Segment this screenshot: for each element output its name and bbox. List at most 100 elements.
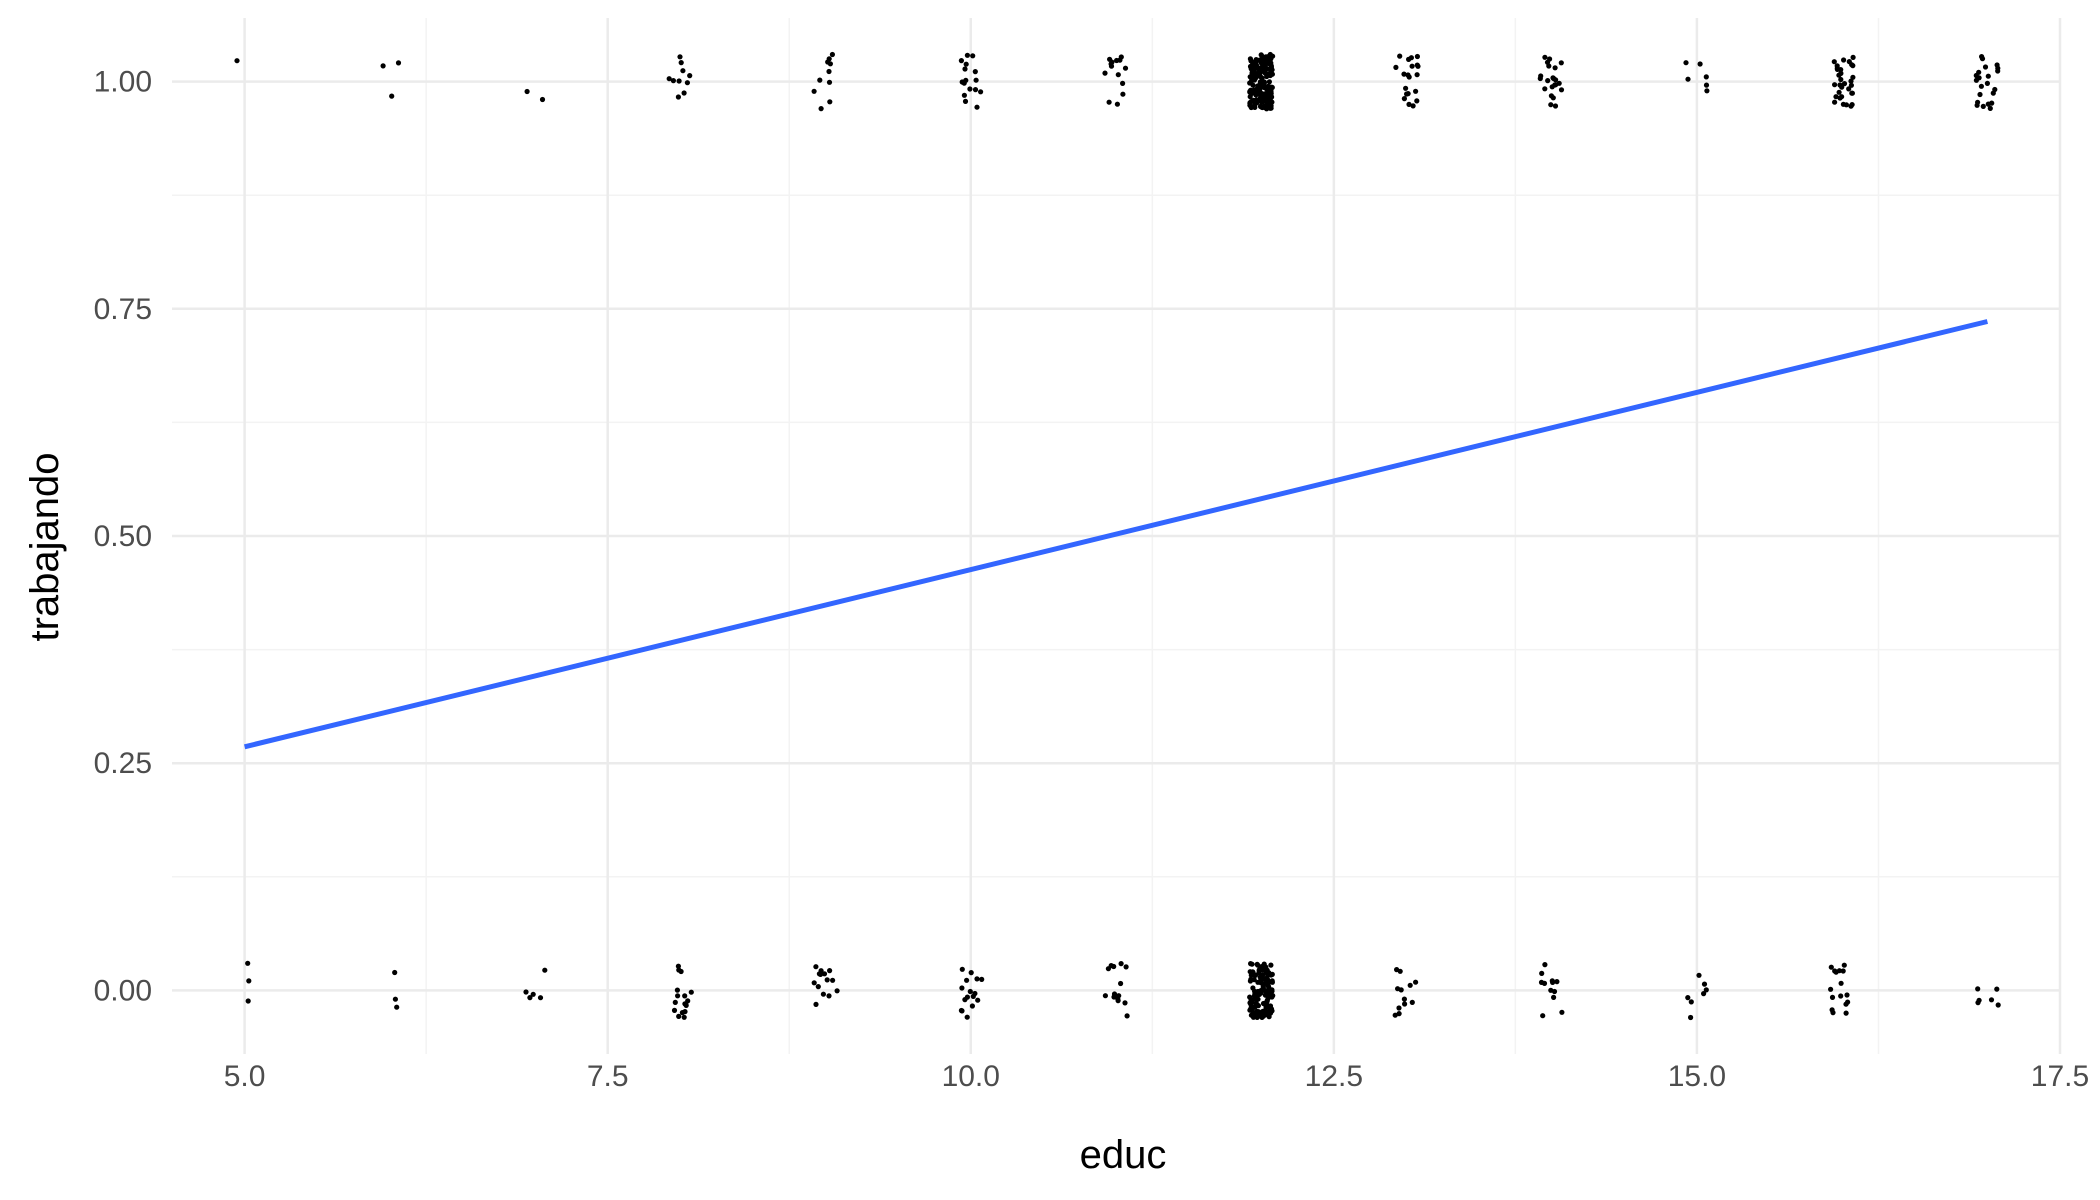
data-point [968, 970, 974, 976]
data-point [970, 53, 976, 59]
y-tick-label: 1.00 [94, 66, 152, 99]
data-point [1251, 89, 1257, 95]
data-point [1263, 989, 1269, 995]
data-point [1836, 968, 1842, 974]
data-point [974, 976, 980, 982]
data-point [527, 995, 533, 1001]
data-point [827, 99, 833, 105]
data-point [523, 989, 529, 995]
data-point [1403, 85, 1409, 91]
data-points [234, 51, 2001, 1021]
data-point [1256, 1009, 1262, 1015]
data-point [1123, 964, 1129, 970]
data-point [1979, 56, 1986, 62]
data-point [395, 60, 402, 66]
data-point [679, 1010, 686, 1016]
data-point [1120, 80, 1126, 86]
data-point [687, 73, 693, 79]
y-tick-label: 0.50 [94, 520, 152, 553]
data-point [979, 976, 985, 983]
data-point [1546, 63, 1552, 69]
data-point [961, 92, 968, 98]
data-point [1703, 987, 1709, 993]
data-point [1260, 972, 1266, 978]
data-point [1248, 1007, 1254, 1013]
data-point [959, 1008, 965, 1014]
y-axis-tick-labels: 0.00 0.25 0.50 0.75 1.00 [94, 66, 152, 1008]
data-point [1850, 74, 1856, 80]
data-point [1409, 999, 1415, 1006]
data-point [1268, 63, 1274, 69]
data-point [678, 968, 684, 975]
data-point [972, 69, 978, 75]
data-point [1253, 65, 1259, 71]
data-point [1106, 99, 1112, 105]
data-point [1247, 994, 1253, 1000]
data-point [1401, 71, 1407, 77]
data-point [1840, 968, 1846, 974]
data-point [820, 991, 827, 997]
data-point [970, 993, 976, 1000]
data-point [1261, 84, 1267, 90]
data-point [1256, 967, 1262, 973]
data-point [684, 80, 691, 86]
data-point [1703, 82, 1710, 88]
data-point [1551, 994, 1557, 1001]
data-point [1248, 1002, 1254, 1008]
data-point [1703, 74, 1709, 80]
data-point [1552, 65, 1558, 71]
x-tick-label: 15.0 [1668, 1060, 1726, 1093]
data-point [1542, 86, 1548, 92]
data-point [682, 1001, 688, 1007]
x-tick-label: 7.5 [587, 1060, 629, 1093]
data-point [973, 77, 979, 83]
data-point [1118, 961, 1124, 967]
data-point [1265, 970, 1271, 976]
data-point [1401, 996, 1407, 1002]
x-axis-title: educ [1080, 1133, 1167, 1177]
data-point [816, 971, 823, 977]
data-point [1840, 101, 1846, 107]
fit-line [244, 319, 1988, 750]
data-point [1401, 96, 1407, 102]
data-point [1846, 86, 1852, 92]
data-point [1976, 75, 1982, 81]
data-point [1413, 979, 1419, 985]
data-point [1253, 1000, 1259, 1007]
data-point [681, 1014, 687, 1020]
data-point [1108, 963, 1114, 969]
data-point [1975, 986, 1981, 992]
data-point [1542, 54, 1548, 60]
data-point [1250, 985, 1256, 991]
data-point [1259, 99, 1265, 105]
data-point [392, 969, 398, 976]
x-tick-label: 17.5 [2031, 1060, 2089, 1093]
data-point [967, 86, 973, 92]
data-point [978, 89, 984, 95]
data-point [826, 68, 832, 75]
data-point [1841, 57, 1847, 63]
data-point [1704, 88, 1710, 94]
data-point [1982, 64, 1989, 70]
x-tick-label: 12.5 [1305, 1060, 1363, 1093]
data-point [1832, 82, 1838, 88]
data-point [537, 995, 544, 1001]
data-point [245, 960, 251, 966]
data-point [959, 966, 965, 972]
data-point [811, 88, 817, 94]
data-point [1266, 1014, 1272, 1020]
data-point [834, 988, 840, 994]
data-point [959, 985, 965, 991]
data-point [234, 58, 240, 64]
data-point [676, 78, 682, 84]
data-point [1269, 979, 1275, 985]
data-point [1413, 88, 1419, 94]
data-point [967, 988, 973, 995]
data-point [1248, 58, 1254, 64]
data-point [1545, 78, 1551, 84]
data-point [1251, 103, 1257, 110]
data-point [1102, 993, 1108, 999]
data-point [1269, 994, 1275, 1000]
data-point [1114, 57, 1120, 64]
data-point [1685, 76, 1691, 82]
